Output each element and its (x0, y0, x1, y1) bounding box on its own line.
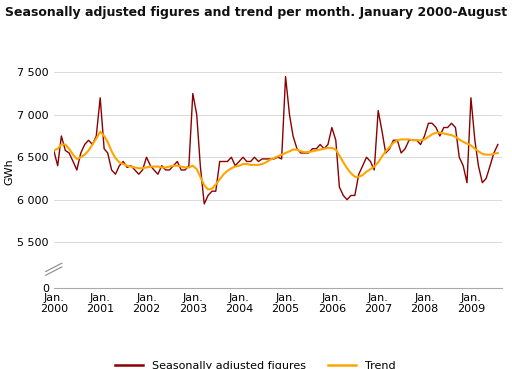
Text: Seasonally adjusted figures and trend per month. January 2000-August 2009. GWh: Seasonally adjusted figures and trend pe… (5, 6, 512, 18)
Legend: Seasonally adjusted figures, Trend: Seasonally adjusted figures, Trend (111, 356, 400, 369)
Y-axis label: GWh: GWh (5, 158, 14, 185)
